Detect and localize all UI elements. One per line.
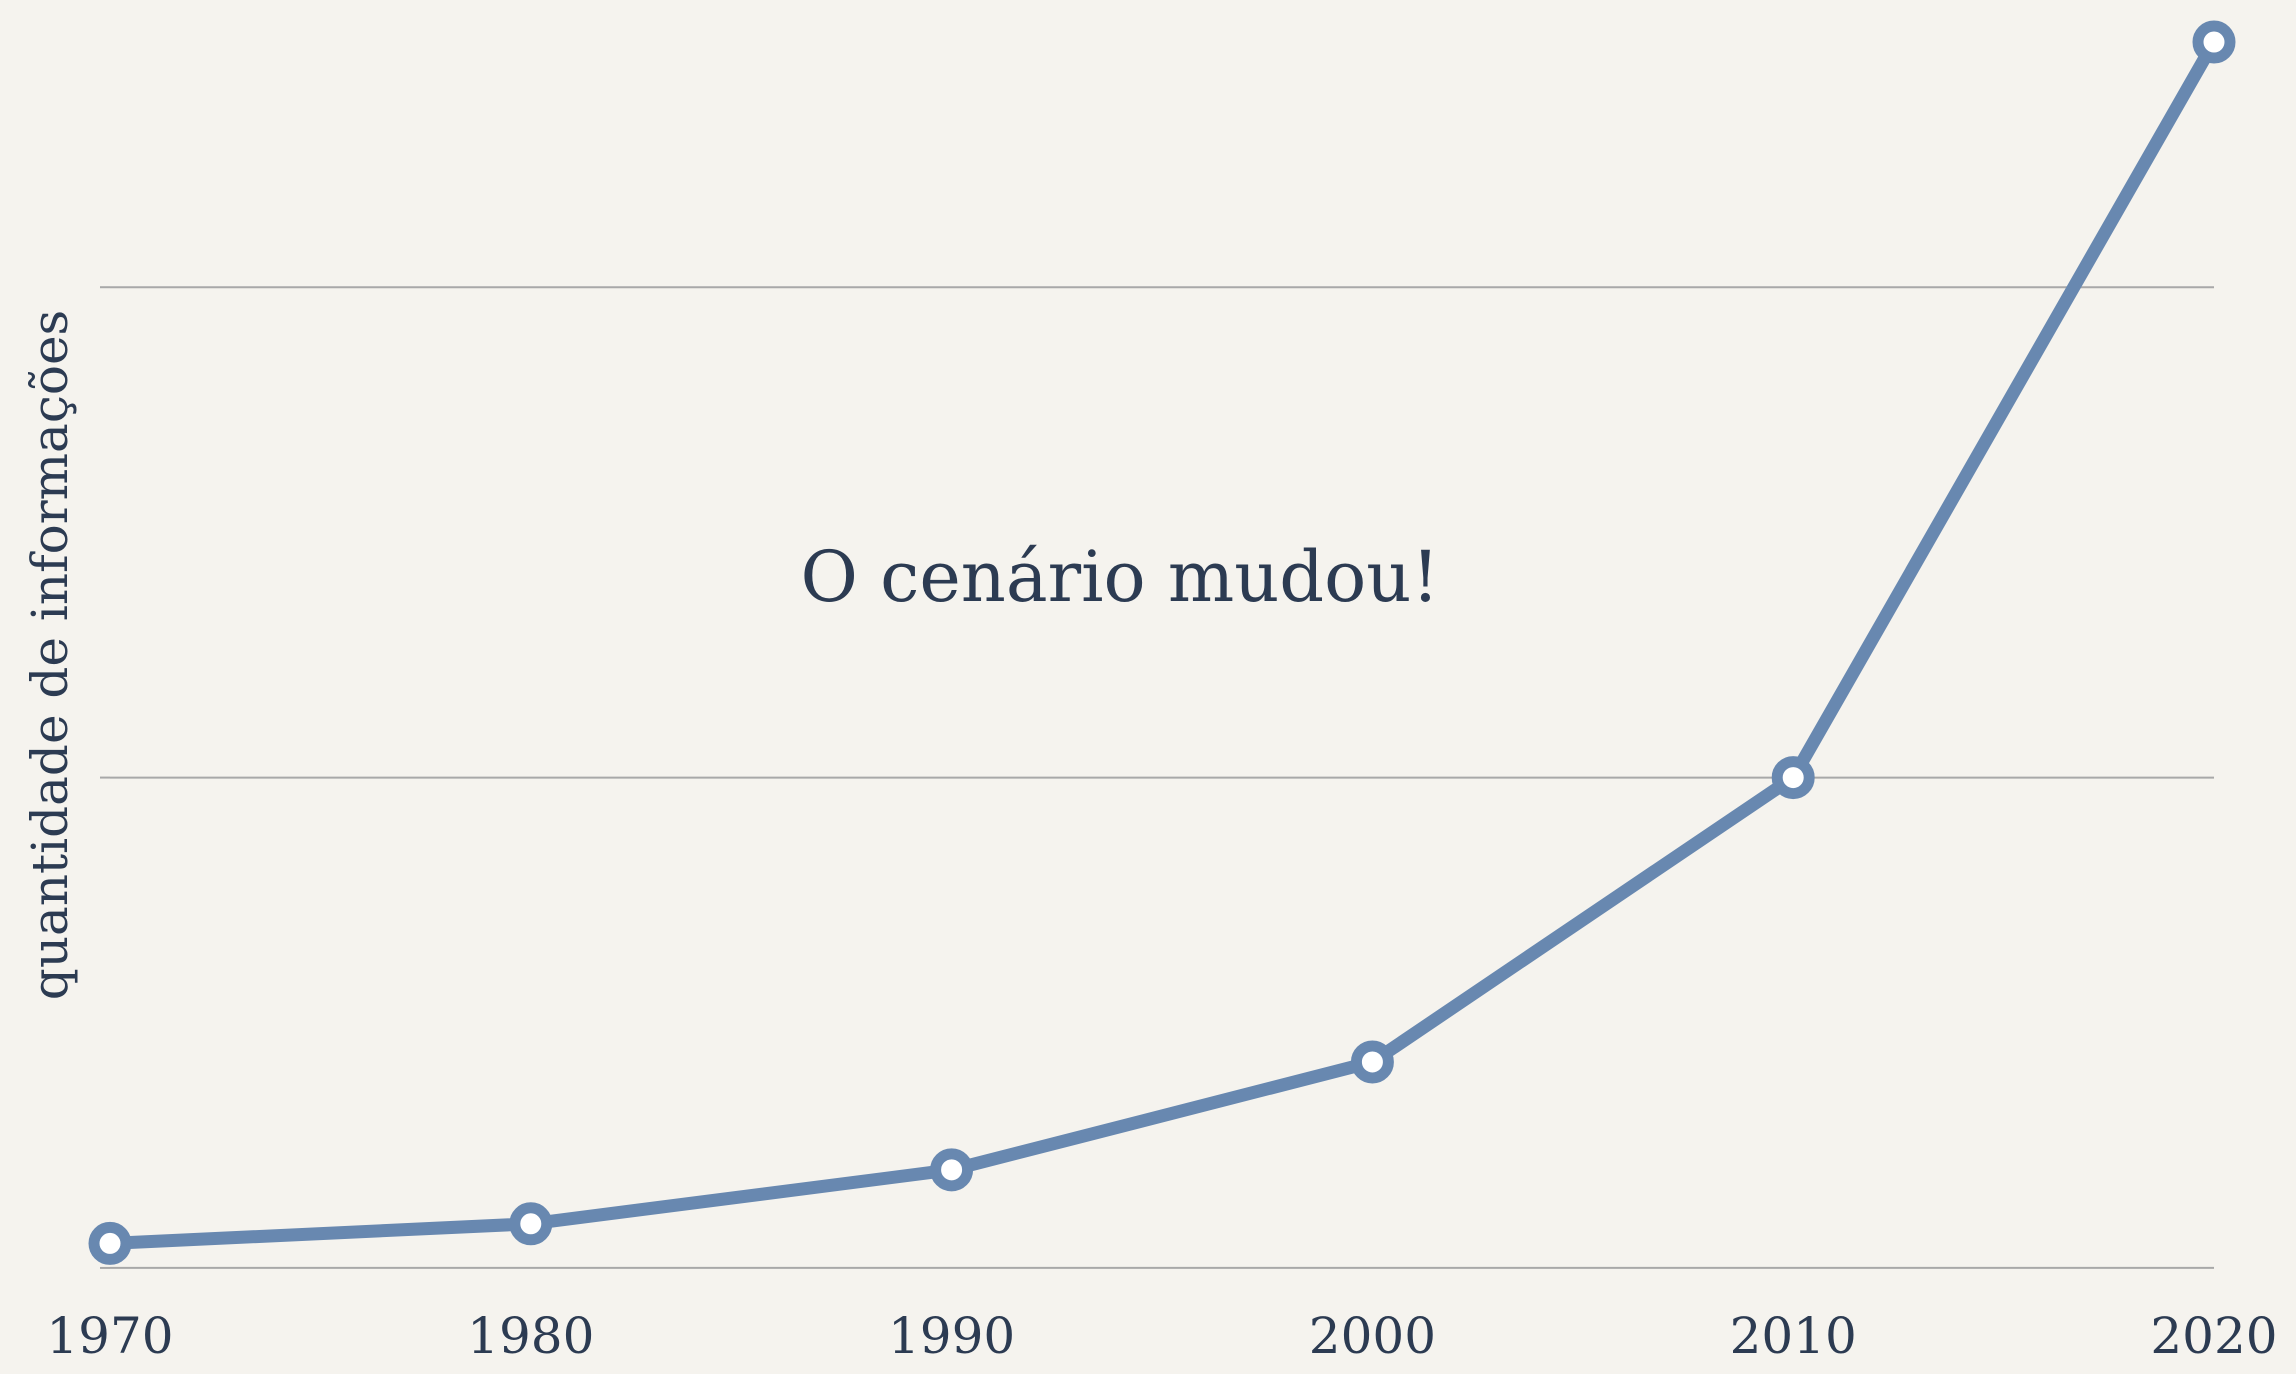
point — [509, 1202, 553, 1246]
x-tick-label: 1980 — [467, 1307, 594, 1365]
annotation: O cenário mudou! — [801, 536, 1440, 618]
point — [1771, 756, 1815, 800]
point — [2192, 20, 2236, 64]
x-tick-label: 2020 — [2150, 1307, 2277, 1365]
x-tick-label: 1970 — [46, 1307, 173, 1365]
x-tick-label: 2010 — [1730, 1307, 1857, 1365]
point — [88, 1221, 132, 1265]
x-tick-label: 1990 — [888, 1307, 1015, 1365]
point — [930, 1148, 974, 1192]
y-axis-label: quantidade de informações — [21, 310, 79, 1000]
point — [1350, 1040, 1394, 1084]
x-tick-label: 2000 — [1309, 1307, 1436, 1365]
line — [109, 38, 2220, 1250]
